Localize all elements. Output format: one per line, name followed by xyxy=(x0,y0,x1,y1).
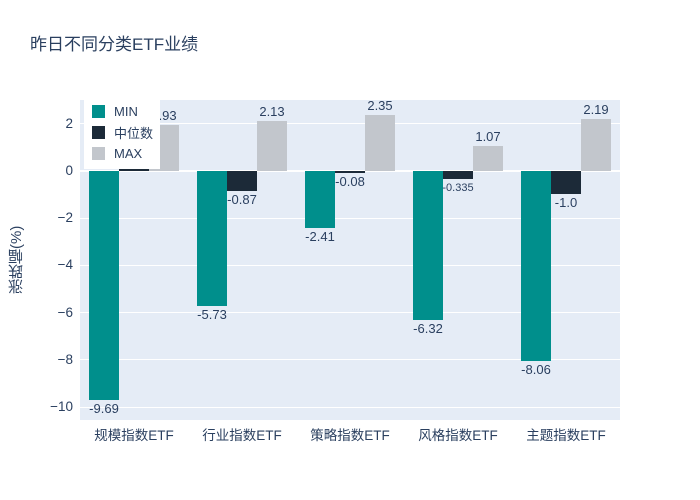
bar-value-label: 1.07 xyxy=(475,128,501,144)
bar-中位数-策略指数ETF xyxy=(335,170,365,173)
legend-item-label: 中位数 xyxy=(114,126,154,141)
bar-MAX-主题指数ETF xyxy=(581,119,611,171)
bar-MIN-策略指数ETF xyxy=(305,170,335,228)
bar-value-label: -9.69 xyxy=(89,400,119,416)
bar-MAX-策略指数ETF xyxy=(365,115,395,171)
y-axis-title: 涨跌幅(%) xyxy=(8,225,25,295)
y-tick-label: −8 xyxy=(57,351,73,367)
x-tick-label-主题指数ETF: 主题指数ETF xyxy=(526,428,606,443)
legend-item-label: MIN xyxy=(114,104,138,119)
bar-value-label: -6.32 xyxy=(413,321,443,337)
y-tick-label: −10 xyxy=(50,399,73,414)
x-tick-label-策略指数ETF: 策略指数ETF xyxy=(310,428,390,443)
x-tick-label-风格指数ETF: 风格指数ETF xyxy=(418,428,498,443)
legend-item-MIN[interactable]: MIN xyxy=(92,101,152,122)
gridline xyxy=(80,312,620,314)
bar-MIN-主题指数ETF xyxy=(521,170,551,362)
gridline xyxy=(80,123,620,125)
y-tick-label: −4 xyxy=(57,257,73,273)
bar-value-label: -1.0 xyxy=(554,195,578,211)
bar-MIN-行业指数ETF xyxy=(197,170,227,307)
bar-value-label: -0.08 xyxy=(335,173,365,189)
bar-value-label: 2.35 xyxy=(367,98,393,114)
legend-swatch-icon xyxy=(92,126,105,139)
x-tick-label-行业指数ETF: 行业指数ETF xyxy=(202,428,282,443)
legend-item-中位数[interactable]: 中位数 xyxy=(92,122,154,143)
bar-中位数-风格指数ETF xyxy=(443,170,473,179)
legend-item-label: MAX xyxy=(114,146,143,161)
chart-title: 昨日不同分类ETF业绩 xyxy=(30,35,199,54)
gridline xyxy=(80,406,620,408)
gridline xyxy=(80,264,620,266)
legend-swatch-icon xyxy=(92,147,105,160)
bar-中位数-行业指数ETF xyxy=(227,170,257,192)
bar-value-label: -2.41 xyxy=(305,228,335,244)
bar-value-label: -0.87 xyxy=(227,192,257,208)
bar-MIN-规模指数ETF xyxy=(89,170,119,400)
y-tick-label: −6 xyxy=(57,304,73,320)
legend-item-MAX[interactable]: MAX xyxy=(92,143,152,164)
legend: MIN 中位数 MAX xyxy=(84,96,160,169)
bar-value-label: -8.06 xyxy=(521,362,551,378)
bar-value-label: 2.13 xyxy=(259,103,285,119)
y-tick-label: 0 xyxy=(65,162,73,178)
gridline xyxy=(80,359,620,361)
bar-MAX-行业指数ETF xyxy=(257,120,287,171)
bar-value-label: -0.335 xyxy=(442,181,474,194)
bar-中位数-主题指数ETF xyxy=(551,170,581,195)
bar-value-label: -5.73 xyxy=(197,307,227,323)
gridline xyxy=(80,217,620,219)
y-tick-label: −2 xyxy=(57,210,73,226)
bar-value-label: 2.19 xyxy=(583,102,609,118)
bar-MAX-风格指数ETF xyxy=(473,145,503,171)
y-tick-label: 2 xyxy=(65,115,73,131)
bar-MIN-风格指数ETF xyxy=(413,170,443,321)
x-tick-label-规模指数ETF: 规模指数ETF xyxy=(94,428,174,443)
legend-swatch-icon xyxy=(92,105,105,118)
